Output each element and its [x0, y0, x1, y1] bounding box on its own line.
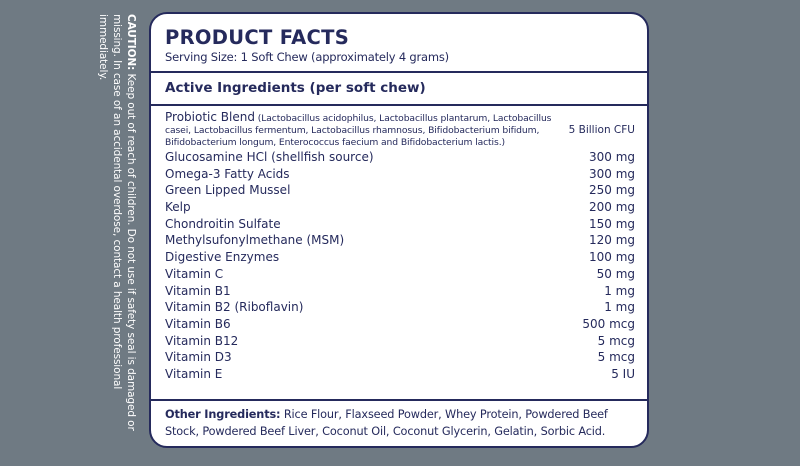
product-facts-panel: PRODUCT FACTS Serving Size: 1 Soft Chew …: [149, 12, 649, 448]
ingredient-amount: 5 IU: [611, 366, 635, 381]
ingredient-name: Methylsufonylmethane (MSM): [165, 233, 345, 248]
serving-size: Serving Size: 1 Soft Chew (approximately…: [165, 50, 449, 64]
ingredient-row: Kelp 200 mg: [165, 199, 635, 216]
other-ingredients-label: Other Ingredients:: [165, 408, 281, 421]
divider: [151, 399, 647, 401]
probiotic-amount: 5 Billion CFU: [568, 124, 635, 136]
ingredient-name: Kelp: [165, 200, 191, 215]
ingredient-name: Vitamin B2 (Riboflavin): [165, 300, 304, 315]
ingredient-amount: 250 mg: [588, 183, 635, 198]
ingredient-amount: 150 mg: [588, 216, 635, 231]
ingredient-amount: 120 mg: [588, 233, 635, 248]
caution-body: Keep out of reach of children. Do not us…: [97, 14, 137, 431]
ingredient-amount: 50 mg: [596, 266, 635, 281]
page-title: PRODUCT FACTS: [165, 26, 350, 49]
other-ingredients-text: Rice Flour, Flaxseed Powder, Whey Protei…: [165, 408, 608, 438]
ingredient-name: Vitamin C: [165, 266, 224, 281]
ingredient-name: Vitamin B1: [165, 283, 231, 298]
ingredient-row: Chondroitin Sulfate 150 mg: [165, 216, 635, 233]
ingredient-name: Glucosamine HCl (shellfish source): [165, 150, 374, 164]
ingredient-amount: 5 mcg: [597, 350, 635, 365]
ingredient-amount: 100 mg: [588, 250, 635, 265]
divider: [151, 104, 647, 106]
probiotic-name: Probiotic Blend: [165, 110, 255, 124]
ingredient-row: Green Lipped Mussel 250 mg: [165, 182, 635, 199]
ingredient-row: Vitamin B1 1 mg: [165, 283, 635, 300]
ingredient-list: Probiotic Blend (Lactobacillus acidophil…: [165, 110, 635, 383]
ingredient-name: Vitamin B12: [165, 333, 239, 348]
ingredient-amount: 200 mg: [588, 200, 635, 215]
ingredient-name: Vitamin E: [165, 366, 223, 381]
ingredient-name: Chondroitin Sulfate: [165, 216, 281, 231]
ingredient-row: Omega-3 Fatty Acids 300 mg: [165, 166, 635, 183]
probiotic-row: Probiotic Blend (Lactobacillus acidophil…: [165, 110, 635, 148]
ingredient-row: Vitamin B6 500 mcg: [165, 316, 635, 333]
ingredient-row: Vitamin C 50 mg: [165, 266, 635, 283]
ingredient-amount: 1 mg: [604, 283, 635, 298]
ingredient-row: Methylsufonylmethane (MSM) 120 mg: [165, 232, 635, 249]
ingredient-row: Glucosamine HCl (shellfish source) 300 mg: [165, 149, 635, 166]
ingredient-row: Vitamin B12 5 mcg: [165, 333, 635, 350]
panel-header: PRODUCT FACTS Serving Size: 1 Soft Chew …: [165, 26, 449, 64]
active-ingredients-heading: Active Ingredients (per soft chew): [165, 80, 426, 96]
ingredient-row: Vitamin E 5 IU: [165, 366, 635, 383]
probiotic-detail: (Lactobacillus acidophilus, Lactobacillu…: [165, 113, 552, 148]
ingredient-amount: 5 mcg: [597, 333, 635, 348]
ingredient-amount: 300 mg: [588, 150, 635, 164]
ingredient-name: Vitamin B6: [165, 316, 231, 331]
ingredient-amount: 500 mcg: [582, 316, 635, 331]
divider: [151, 71, 647, 73]
ingredient-name: Omega-3 Fatty Acids: [165, 166, 290, 181]
other-ingredients: Other Ingredients: Rice Flour, Flaxseed …: [165, 406, 635, 440]
ingredient-row: Digestive Enzymes 100 mg: [165, 249, 635, 266]
ingredient-row: Vitamin D3 5 mcg: [165, 349, 635, 366]
ingredient-amount: 1 mg: [604, 300, 635, 315]
caution-label: CAUTION:: [125, 14, 137, 71]
ingredient-name: Digestive Enzymes: [165, 250, 280, 265]
ingredient-amount: 300 mg: [588, 166, 635, 181]
caution-text: CAUTION: Keep out of reach of children. …: [96, 14, 138, 454]
ingredient-name: Green Lipped Mussel: [165, 183, 291, 198]
ingredient-name: Vitamin D3: [165, 350, 232, 365]
ingredient-row: Vitamin B2 (Riboflavin) 1 mg: [165, 299, 635, 316]
